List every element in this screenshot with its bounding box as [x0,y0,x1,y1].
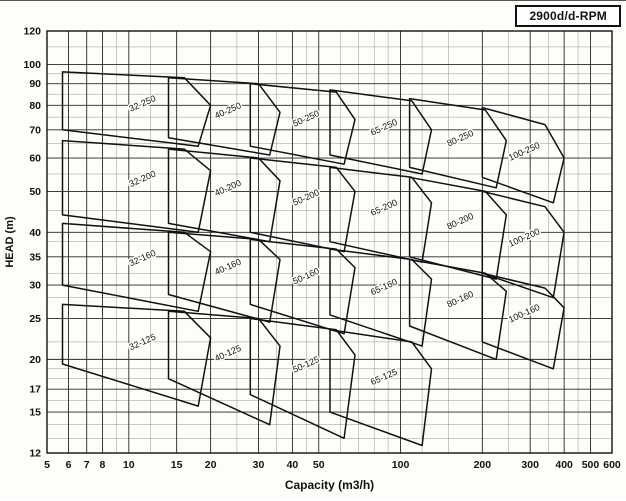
axis-titles: Capacity (m3/h) HEAD (m) [4,216,374,492]
region-label-40-160: 40-160 [213,257,243,278]
pump-regions [61,71,565,447]
region-label-65-160: 65-160 [369,277,399,298]
region-50-200 [249,157,356,253]
region-50-125 [249,317,356,440]
x-tick-200: 200 [474,459,492,471]
rpm-title-label: 2900d/d-RPM [529,9,607,23]
y-tick-35: 35 [29,251,41,263]
x-tick-50: 50 [313,459,325,471]
region-100-160 [481,272,565,370]
region-80-250 [408,97,508,189]
y-tick-50: 50 [29,186,41,198]
region-label-65-250: 65-250 [369,117,399,138]
x-tick-40: 40 [287,459,299,471]
region-label-50-160: 50-160 [291,266,321,287]
x-tick-15: 15 [171,459,183,471]
region-label-32-125: 32-125 [128,332,158,353]
x-axis-title: Capacity (m3/h) [285,478,374,492]
region-label-80-250: 80-250 [445,128,475,149]
x-tick-300: 300 [521,459,539,471]
region-50-250 [249,82,356,165]
region-32-160 [61,222,212,313]
region-65-200 [329,166,433,263]
region-80-160 [408,258,508,361]
y-tick-25: 25 [29,313,41,325]
x-tick-30: 30 [253,459,265,471]
region-label-32-160: 32-160 [128,248,158,269]
y-tick-30: 30 [29,280,41,292]
y-tick-60: 60 [29,153,41,165]
axis-tick-labels: 5 6 7 8 10 15 20 30 40 50 100 200 300 400 500 600 120 100… [23,26,620,472]
x-tick-6: 6 [66,459,72,471]
x-tick-20: 20 [205,459,217,471]
region-65-160 [329,248,433,347]
y-axis-title: HEAD (m) [4,216,16,268]
region-100-200 [481,190,565,299]
x-tick-8: 8 [100,459,106,471]
x-tick-500: 500 [582,459,600,471]
region-50-160 [249,238,356,335]
region-labels: 32-250 40-250 50-250 65-25080-250100-25032-… [126,92,543,389]
x-tick-400: 400 [555,459,573,471]
x-tick-100: 100 [392,459,410,471]
region-80-200 [408,176,508,280]
region-32-250 [61,71,212,147]
y-tick-12: 12 [29,448,41,460]
region-40-250 [167,76,281,156]
region-40-160 [167,231,281,323]
region-label-40-250: 40-250 [213,100,243,121]
x-tick-7: 7 [84,459,90,471]
region-label-50-200: 50-200 [291,187,321,208]
region-label-32-200: 32-200 [128,168,158,189]
region-label-32-250: 32-250 [128,93,158,114]
region-label-80-200: 80-200 [445,211,475,232]
region-label-65-200: 65-200 [369,197,399,218]
rpm-title-box: 2900d/d-RPM [515,5,621,27]
region-40-125 [167,310,281,426]
y-tick-15: 15 [29,407,41,419]
region-label-80-160: 80-160 [445,289,475,310]
y-tick-20: 20 [29,354,41,366]
x-tick-600: 600 [603,459,621,471]
y-tick-90: 90 [29,78,41,90]
y-tick-70: 70 [29,124,41,136]
y-tick-17: 17 [29,384,41,396]
region-label-100-160: 100-160 [507,302,541,325]
x-tick-10: 10 [123,459,135,471]
region-label-50-125: 50-125 [291,354,321,375]
x-tick-5: 5 [44,459,50,471]
region-label-50-250: 50-250 [291,108,321,129]
region-label-100-200: 100-200 [507,226,541,249]
y-tick-40: 40 [29,227,41,239]
region-65-125 [329,329,433,447]
region-label-40-200: 40-200 [213,178,243,199]
region-32-125 [61,303,212,407]
y-tick-80: 80 [29,100,41,112]
region-65-250 [329,89,433,175]
y-tick-100: 100 [23,59,41,71]
region-label-65-125: 65-125 [369,367,399,388]
plot-frame [46,30,613,454]
region-40-200 [167,148,281,243]
region-label-40-125: 40-125 [213,343,243,364]
region-32-200 [61,139,212,234]
y-tick-120: 120 [23,26,41,38]
region-100-250 [481,106,565,204]
